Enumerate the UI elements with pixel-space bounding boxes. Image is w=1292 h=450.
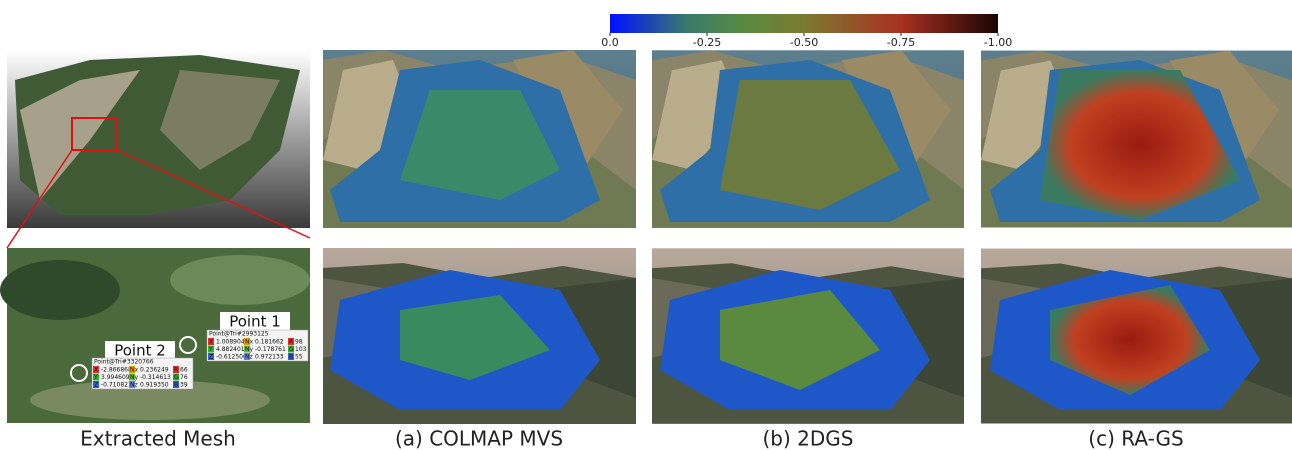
- mesh-texture: [0, 260, 120, 320]
- point-cell: X: [209, 338, 213, 345]
- point-cell: R: [289, 338, 293, 345]
- figure-canvas: 0.0-0.25-0.50-0.75-1.00 Point 1Point@Tri…: [0, 0, 1292, 450]
- point-cell: Z: [94, 381, 98, 388]
- point-cell: Nz: [130, 381, 138, 388]
- point-cell: 103: [295, 346, 307, 353]
- point-cell: B: [174, 381, 178, 388]
- point-cell: Nx: [130, 366, 138, 373]
- colorbar-tick-label: -1.00: [984, 36, 1012, 49]
- point-cell: B: [289, 353, 293, 360]
- colorbar-tick-label: -0.25: [693, 36, 721, 49]
- caption: (a) COLMAP MVS: [395, 427, 563, 450]
- mesh-texture: [170, 255, 310, 305]
- point-cell: -0.612506: [216, 353, 247, 360]
- point-cell: 39: [180, 381, 188, 388]
- point-cell: Y: [93, 374, 98, 381]
- caption: (c) RA-GS: [1088, 427, 1183, 450]
- point-cell: -0.710821: [101, 381, 132, 388]
- point-cell: 0.972133: [255, 353, 284, 360]
- point-label: Point 1: [229, 313, 281, 331]
- point-cell: 0.919350: [140, 381, 169, 388]
- caption: (b) 2DGS: [763, 427, 854, 450]
- point-header: Point@Tri#2993125: [209, 331, 269, 338]
- point-cell: Ny: [245, 346, 253, 353]
- point-cell: 0.181662: [255, 338, 284, 345]
- point-cell: 0.236249: [140, 366, 169, 373]
- point-cell: Nx: [245, 338, 253, 345]
- point-cell: 76: [180, 374, 188, 381]
- point-label: Point 2: [114, 342, 166, 360]
- point-cell: 4.882401: [216, 346, 245, 353]
- colorbar-tick-label: -0.75: [887, 36, 915, 49]
- colorbar: [610, 14, 998, 33]
- point-cell: 55: [295, 353, 303, 360]
- point-cell: -0.178761: [255, 346, 286, 353]
- point-cell: -2.866868: [101, 366, 132, 373]
- point-cell: G: [289, 346, 294, 353]
- point-cell: -0.314613: [140, 374, 171, 381]
- point-cell: 3.994609: [101, 374, 130, 381]
- point-cell: Ny: [130, 374, 138, 381]
- point-cell: G: [174, 374, 179, 381]
- point-header: Point@Tri#3320766: [94, 359, 154, 366]
- point-cell: X: [94, 366, 98, 373]
- point-cell: 98: [295, 338, 303, 345]
- point-cell: Z: [209, 353, 213, 360]
- colorbar-tick-label: -0.50: [790, 36, 818, 49]
- point-cell: Y: [208, 346, 213, 353]
- point-cell: R: [174, 366, 178, 373]
- figure: 0.0-0.25-0.50-0.75-1.00 Point 1Point@Tri…: [0, 0, 1292, 450]
- point-cell: Nz: [245, 353, 253, 360]
- colorbar-tick-label: 0.0: [601, 36, 619, 49]
- caption: Extracted Mesh: [80, 427, 236, 450]
- point-cell: 1.008904: [216, 338, 245, 345]
- point-cell: 66: [180, 366, 188, 373]
